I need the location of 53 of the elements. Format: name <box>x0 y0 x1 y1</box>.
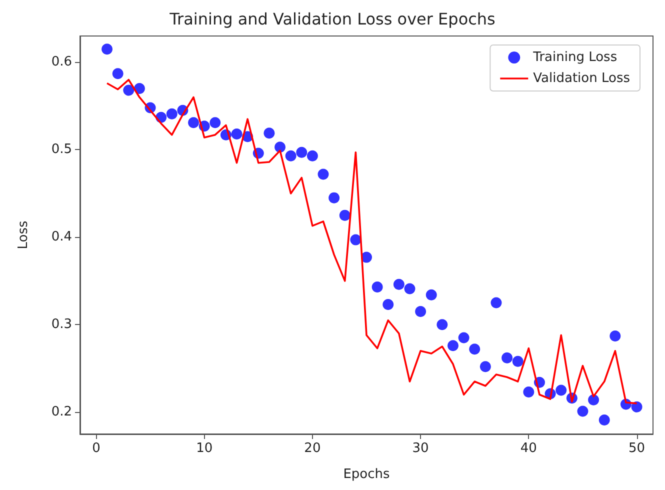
point <box>556 384 567 396</box>
point <box>112 68 124 80</box>
point <box>502 352 513 364</box>
point <box>415 306 426 318</box>
point <box>285 150 296 162</box>
point <box>123 84 134 96</box>
y-tick-label: 0.3 <box>51 317 72 332</box>
y-tick-label: 0.2 <box>51 404 72 420</box>
legend-label: Training Loss <box>532 50 618 65</box>
y-tick-label: 0.5 <box>51 142 72 158</box>
point <box>350 234 362 246</box>
x-tick-label: 20 <box>304 441 321 456</box>
point <box>393 278 404 290</box>
point <box>372 282 383 293</box>
chart-title: Training and Validation Loss over Epochs <box>168 10 496 28</box>
point <box>296 146 308 158</box>
point <box>264 128 275 139</box>
point <box>436 319 448 330</box>
point <box>102 44 113 55</box>
point <box>426 289 437 300</box>
point <box>480 361 491 372</box>
point <box>469 344 480 355</box>
point <box>382 299 394 310</box>
point <box>523 386 534 398</box>
point <box>512 356 524 367</box>
point <box>458 332 470 344</box>
point <box>328 192 340 204</box>
point <box>306 150 318 162</box>
point <box>598 414 610 426</box>
point <box>404 283 416 294</box>
point <box>188 117 200 128</box>
point <box>231 128 242 140</box>
point <box>318 168 329 180</box>
x-axis-title: Epochs <box>343 467 390 482</box>
x-tick-label: 30 <box>412 441 429 456</box>
point <box>448 340 458 352</box>
y-tick-label: 0.4 <box>51 230 72 245</box>
point <box>631 401 642 412</box>
x-tick-label: 10 <box>196 441 213 456</box>
point <box>588 394 600 406</box>
x-tick-label: 0 <box>92 441 100 456</box>
point <box>274 142 286 153</box>
y-axis-title: Loss <box>16 220 31 250</box>
point <box>610 330 621 342</box>
y-tick-label: 0.6 <box>51 54 72 70</box>
x-tick-label: 40 <box>520 441 537 456</box>
point <box>577 406 588 417</box>
point <box>210 117 221 128</box>
point <box>490 297 502 308</box>
x-tick-label: 50 <box>628 441 646 456</box>
legend-label: Validation Loss <box>533 71 630 86</box>
point <box>339 210 350 221</box>
point <box>166 108 178 120</box>
